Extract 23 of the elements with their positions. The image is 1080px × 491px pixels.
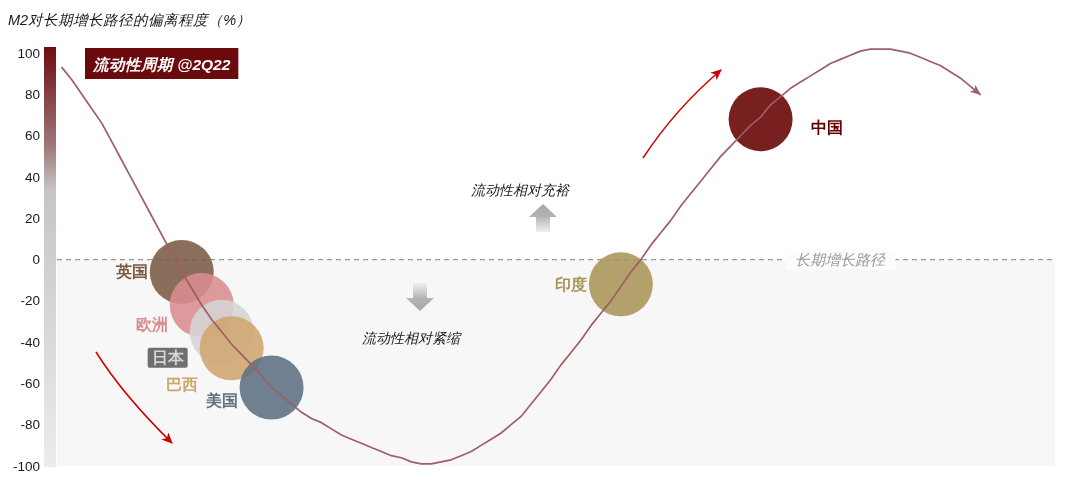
series-label: 欧洲: [135, 315, 168, 333]
annotation: 流动性相对充裕: [471, 182, 569, 198]
title: 流动性周期 @2Q22: [85, 48, 239, 79]
y-tick-label: 40: [24, 169, 40, 185]
y-tick-label: -100: [12, 458, 40, 474]
y-tick-label: 60: [24, 128, 40, 144]
ref-line-label: 长期增长路径: [785, 249, 896, 270]
y-tick-label: -40: [20, 334, 40, 350]
y-tick-label: 0: [32, 252, 40, 268]
series-label: 印度: [554, 275, 587, 293]
series-label: 英国: [115, 263, 148, 281]
y-tick-label: 100: [17, 45, 40, 61]
annotation: 流动性相对紧缩: [362, 330, 460, 346]
series-label: 中国: [810, 118, 843, 136]
ref-line-label: 长期增长路径: [795, 251, 887, 269]
y-tick-label: -20: [20, 293, 40, 309]
y-tick-label: 80: [24, 86, 40, 102]
y-tick-label: -60: [20, 375, 40, 391]
series-label: 美国: [205, 392, 238, 410]
y-axis-label: M2对长期增长路径的偏离程度（%）: [8, 12, 252, 28]
y-tick-label: 20: [24, 210, 40, 226]
y-tick-label: -80: [20, 417, 40, 433]
series-label: 巴西: [165, 375, 198, 393]
